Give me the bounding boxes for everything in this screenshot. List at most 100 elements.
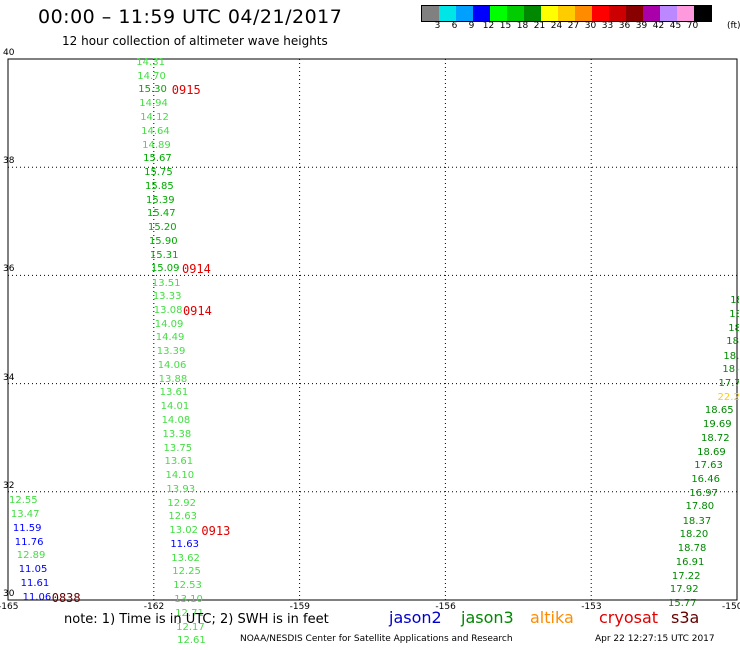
- wave-height-value: 14.01: [160, 402, 190, 413]
- generated-timestamp: Apr 22 12:27:15 UTC 2017: [595, 634, 715, 644]
- legend-swatch: [694, 6, 711, 21]
- wave-height-value: 13.61: [159, 388, 189, 399]
- legend-swatch: [473, 6, 490, 21]
- longitude-label: -153: [581, 602, 602, 612]
- wave-height-value: 14.08: [161, 415, 191, 426]
- wave-height-value: 16.97: [689, 488, 718, 499]
- longitude-label: -165: [0, 602, 19, 612]
- pass-time-label: 0913: [201, 524, 231, 539]
- legend-tick: 6: [451, 21, 458, 31]
- wave-height-value: 14.31: [136, 57, 165, 68]
- wave-height-value: 15.90: [148, 236, 178, 247]
- legend-swatch: [439, 6, 456, 21]
- wave-height-value: 13.47: [10, 509, 40, 520]
- wave-height-value: 13.38: [162, 429, 192, 440]
- longitude-label: -156: [435, 602, 456, 612]
- wave-height-value: 18.3: [723, 351, 739, 362]
- wave-height-value: 13.75: [163, 443, 193, 454]
- wave-height-value: 15.67: [143, 154, 172, 165]
- wave-height-value: 19.69: [702, 420, 732, 431]
- wave-height-value: 15.77: [667, 599, 697, 610]
- pass-time-label: 0915: [171, 83, 201, 98]
- legend-swatch: [575, 6, 592, 21]
- wave-height-value: 15.75: [144, 168, 173, 179]
- wave-height-value: 14.49: [155, 333, 185, 344]
- map-subtitle: 12 hour collection of altimeter wave hei…: [62, 34, 328, 48]
- longitude-label: -162: [143, 602, 165, 612]
- wave-height-value: 15.30: [138, 85, 167, 96]
- pass-time-label: 0914: [182, 303, 212, 318]
- wave-height-value: 14.12: [140, 112, 169, 123]
- latitude-label: 30: [3, 589, 15, 599]
- wave-height-value: 18.78: [677, 544, 707, 555]
- wave-height-value: 11.63: [170, 539, 199, 550]
- wave-height-value: 12.89: [16, 551, 46, 562]
- legend-swatch: [507, 6, 524, 21]
- wave-height-value: 17.70: [718, 378, 739, 389]
- wave-height-value: 15.47: [146, 209, 176, 220]
- wave-height-value: 12.63: [168, 512, 198, 523]
- legend-swatch: [677, 6, 694, 21]
- wave-height-value: 18.20: [679, 530, 709, 541]
- wave-height-value: 14.89: [142, 140, 171, 151]
- wave-height-value: 22.20: [717, 392, 739, 403]
- wave-height-value: 12.53: [173, 581, 202, 592]
- wave-height-value: 13.88: [158, 374, 188, 385]
- wave-height-value: 13.10: [174, 595, 203, 605]
- legend-swatch: [592, 6, 609, 21]
- latitude-label: 36: [3, 264, 15, 275]
- legend-tick: 24: [550, 21, 563, 31]
- wave-height-value: 14.10: [165, 471, 195, 482]
- legend-swatch: [660, 6, 677, 21]
- longitude-label: -159: [289, 602, 311, 612]
- wave-height-value: 11.59: [12, 523, 42, 534]
- legend-tick: 21: [533, 21, 546, 31]
- satellite-name-altika: altika: [530, 608, 574, 627]
- legend-tick: 36: [618, 21, 631, 31]
- legend-tick: 45: [669, 21, 682, 31]
- legend-swatch: [558, 6, 575, 21]
- wave-height-value: 12.17: [176, 622, 205, 633]
- wave-height-value: 13.39: [156, 347, 186, 358]
- map-title: 00:00 – 11:59 UTC 04/21/2017: [38, 6, 343, 28]
- wave-height-value: 14.94: [139, 99, 168, 110]
- wave-height-value: 18.4: [722, 365, 739, 376]
- wave-height-value: 17.63: [694, 461, 723, 472]
- wave-height-value: 11.05: [18, 565, 48, 576]
- wave-height-value: 18.37: [682, 516, 712, 527]
- wave-height-value: 13.61: [164, 457, 194, 468]
- wave-height-value: 17.80: [685, 502, 715, 513]
- wave-height-value: 18.72: [701, 433, 730, 444]
- wave-height-value: 17.92: [669, 585, 699, 596]
- legend-swatch: [643, 6, 660, 21]
- wave-height-value: 12.55: [8, 495, 38, 506]
- legend-tick: 42: [652, 21, 665, 31]
- wave-height-value: 12.92: [167, 498, 197, 509]
- wave-height-value: 14.09: [154, 319, 184, 330]
- legend-swatch: [541, 6, 558, 21]
- satellite-name-jason2: jason2: [389, 608, 442, 627]
- legend-tick: 12: [482, 21, 495, 31]
- wave-height-value: 13.62: [171, 553, 200, 564]
- wave-height-value: 13.33: [152, 292, 182, 303]
- legend-swatch: [422, 6, 439, 21]
- wave-height-value: 11.76: [14, 537, 44, 548]
- longitude-label: -150: [722, 602, 740, 612]
- wave-height-color-legend: [421, 5, 712, 22]
- wave-height-value: 18: [730, 296, 739, 307]
- wave-height-value: 13.93: [166, 484, 196, 495]
- pass-time-label: 0914: [181, 262, 211, 277]
- latitude-label: 40: [3, 48, 15, 58]
- wave-height-value: 11.61: [20, 578, 50, 589]
- legend-swatch: [609, 6, 626, 21]
- wave-height-value: 15.85: [145, 181, 174, 192]
- legend-swatch: [490, 6, 507, 21]
- wave-height-value: 18.65: [704, 406, 734, 417]
- wave-height-value: 14.06: [157, 360, 187, 371]
- latitude-label: 34: [3, 372, 15, 383]
- wave-height-value: 13.02: [169, 526, 198, 537]
- footer-note: note: 1) Time is in UTC; 2) SWH is in fe…: [64, 612, 329, 627]
- legend-tick: 33: [601, 21, 614, 31]
- wave-height-value: 15.09: [150, 264, 180, 275]
